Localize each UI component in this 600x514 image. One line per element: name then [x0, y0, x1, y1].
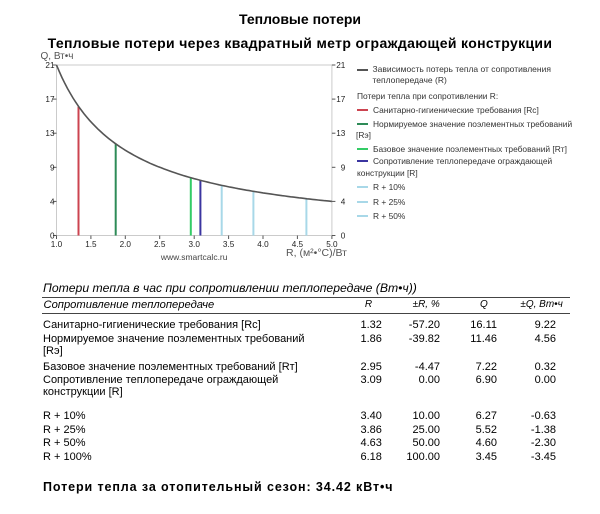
svg-text:4.5: 4.5 — [292, 240, 304, 249]
svg-text:3.0: 3.0 — [189, 240, 201, 249]
svg-text:3.5: 3.5 — [223, 240, 235, 249]
svg-text:Q, Вт•ч: Q, Вт•ч — [41, 51, 74, 62]
svg-text:0: 0 — [50, 232, 55, 241]
svg-text:21: 21 — [336, 61, 346, 70]
svg-text:17: 17 — [336, 95, 346, 104]
svg-text:4.0: 4.0 — [257, 240, 269, 249]
svg-text:R, (м²•°С)/Вт: R, (м²•°С)/Вт — [286, 247, 347, 259]
svg-text:5.0: 5.0 — [326, 240, 338, 249]
svg-text:0: 0 — [341, 232, 346, 241]
svg-text:4: 4 — [341, 197, 346, 206]
svg-text:4: 4 — [50, 197, 55, 206]
svg-text:13: 13 — [45, 129, 55, 138]
svg-text:1.0: 1.0 — [51, 240, 63, 249]
svg-text:13: 13 — [336, 129, 346, 138]
svg-text:9: 9 — [341, 163, 346, 172]
svg-text:2.5: 2.5 — [154, 240, 166, 249]
svg-text:1.5: 1.5 — [85, 240, 97, 249]
svg-text:www.smartcalc.ru: www.smartcalc.ru — [160, 252, 228, 262]
svg-text:2.0: 2.0 — [120, 240, 132, 249]
svg-text:17: 17 — [45, 95, 55, 104]
svg-text:9: 9 — [50, 163, 55, 172]
svg-text:21: 21 — [45, 61, 55, 70]
